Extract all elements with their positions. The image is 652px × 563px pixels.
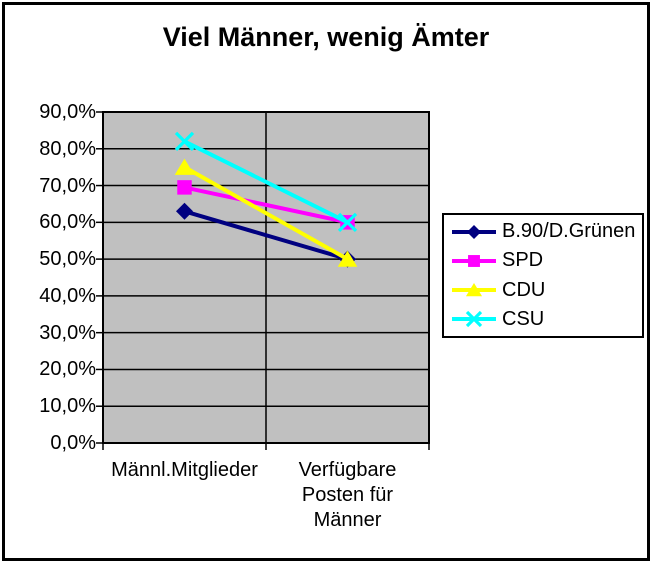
y-tick-label: 0,0% [50,432,96,454]
series-line-CDU [183,165,349,261]
y-tick-label: 70,0% [39,174,96,197]
legend-label: CDU [502,278,546,301]
y-tick-label: 20,0% [39,358,96,381]
x-category-label: Männl.Mitglieder [80,458,290,483]
x-category-label-line: Männl.Mitglieder [111,459,258,481]
y-tick-label: 90,0% [39,101,96,123]
triangle-marker [465,283,483,297]
legend-label: SPD [502,249,544,272]
legend-row: CSU [450,305,642,333]
y-tick-label: 10,0% [39,395,96,418]
legend-marker-sample [452,283,496,297]
legend-row: B.90/D.Grünen [450,218,642,246]
x-category-label: Verfügbare Posten für Männer [243,458,453,533]
legend-row: CDU [450,276,642,304]
x-category-label-line: Posten für [301,484,394,506]
series-line-SPD [184,185,348,225]
legend: B.90/D.Grünen SPD CDU CSU [442,213,644,338]
triangle-marker [337,250,358,267]
chart-title: Viel Männer, wenig Ämter [162,22,490,52]
series-line-CSU [183,139,349,225]
legend-marker-sample [452,254,496,267]
x-marker [465,311,483,328]
diamond-marker [176,202,193,220]
y-tick-label: 80,0% [39,137,96,160]
square-marker [468,254,480,267]
x-category-label-line: Männer [313,509,382,531]
x-marker [337,212,358,232]
y-tick-label: 60,0% [39,211,96,234]
triangle-marker [174,158,195,175]
diamond-marker [467,224,481,239]
legend-label: CSU [502,307,545,330]
legend-marker-sample [452,224,496,239]
square-marker [177,180,192,195]
legend-row: SPD [450,247,642,275]
y-tick-label: 30,0% [39,321,96,344]
series-line-B.90/D.Grünen [183,209,349,262]
y-tick-label: 40,0% [39,284,96,307]
legend-marker-sample [452,311,496,328]
x-marker [174,131,195,152]
y-tick-label: 50,0% [39,248,96,271]
x-category-label-line: Verfügbare [298,459,397,481]
legend-label: B.90/D.Grünen [502,220,636,243]
